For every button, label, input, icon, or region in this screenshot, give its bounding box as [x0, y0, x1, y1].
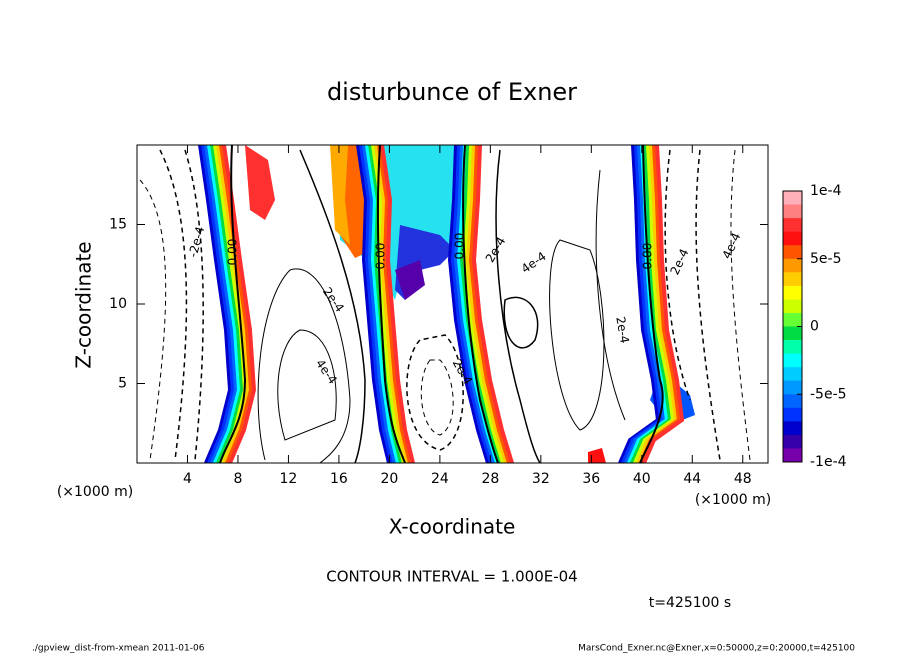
contour-label: 0.00	[226, 239, 240, 266]
contour-label: 2e-4	[320, 285, 347, 315]
colorbar-tick-label: 5e-5	[810, 251, 841, 267]
colorbar-band	[783, 299, 802, 314]
colorbar-band	[783, 204, 802, 219]
front-band	[362, 145, 397, 463]
front-band	[359, 145, 394, 463]
x-tick-label: 20	[380, 471, 398, 487]
front-band	[201, 145, 236, 463]
contour-label: 2e-4	[668, 247, 692, 277]
colorbar-band	[783, 245, 802, 260]
colorbar-band	[783, 353, 802, 368]
front-band	[642, 145, 685, 463]
front-band	[198, 145, 233, 463]
colorbar-band	[783, 191, 802, 206]
y-tick-label: 10	[109, 296, 127, 312]
colorbar-tick-label: 1e-4	[810, 183, 842, 199]
front-band	[377, 145, 412, 463]
contour-label: 0.00	[453, 233, 467, 260]
footer-left: ./gpview_dist-from-xmean 2011-01-06	[32, 644, 205, 654]
time-label: t=425100 s	[649, 595, 731, 611]
x-tick-label: 8	[233, 471, 242, 487]
front-band	[468, 145, 511, 463]
front-band	[219, 145, 254, 463]
front-band	[465, 145, 508, 463]
x-tick-label: 48	[734, 471, 752, 487]
colorbar-band	[783, 394, 802, 409]
footer-right: MarsCond_Exner.nc@Exner,x=0:50000,z=0:20…	[578, 644, 855, 654]
front-band	[453, 145, 496, 463]
front-band	[380, 145, 415, 463]
y-axis-label: Z-coordinate	[72, 241, 96, 368]
front-band	[471, 145, 514, 463]
contour-fronts	[198, 145, 685, 463]
front-band	[371, 145, 406, 463]
front-band	[374, 145, 409, 463]
front-band	[450, 145, 493, 463]
contour-interval: CONTOUR INTERVAL = 1.000E-04	[326, 568, 577, 586]
x-tick-label: 24	[431, 471, 449, 487]
contour-label: 2e-4	[483, 235, 509, 265]
axes: 4 8 12 16 20 24 28 32 36 40 44 48510151e-45e-50-5e-…	[109, 145, 847, 487]
colorbar-band	[783, 285, 802, 300]
colorbar-band	[783, 421, 802, 436]
front-band	[462, 145, 505, 463]
x-tick-label: 36	[582, 471, 600, 487]
y-tick-label: 5	[118, 376, 127, 392]
contour-label: 0.00	[374, 243, 388, 270]
colorbar-tick-label: 0	[810, 319, 819, 335]
colorbar-band	[783, 326, 802, 341]
front-band	[210, 145, 245, 463]
contour-lines	[139, 145, 751, 463]
colorbar-band	[783, 407, 802, 422]
x-tick-label: 40	[633, 471, 651, 487]
colorbar-band	[783, 231, 802, 246]
contour-label: 0.00	[641, 243, 655, 270]
chart-title: disturbunce of Exner	[327, 78, 577, 106]
colorbar-tick-label: -1e-4	[810, 454, 847, 470]
front-band	[447, 145, 490, 463]
front-band	[365, 145, 400, 463]
x-tick-label: 12	[280, 471, 298, 487]
contour-label: 4e-4	[519, 249, 549, 276]
x-tick-label: 28	[481, 471, 499, 487]
contour-label: 2e-4	[613, 315, 631, 344]
colorbar-band	[783, 340, 802, 355]
x-unit: (×1000 m)	[695, 492, 771, 508]
colorbar-band	[783, 380, 802, 395]
colorbar-band	[783, 312, 802, 327]
colorbar-band	[783, 218, 802, 233]
contour-label: -2e-4	[186, 225, 208, 259]
front-band	[356, 145, 391, 463]
x-tick-label: 4	[183, 471, 192, 487]
colorbar-band	[783, 367, 802, 382]
colorbar-tick-label: -5e-5	[810, 386, 847, 402]
colorbar-band	[783, 272, 802, 287]
front-band	[207, 145, 242, 463]
contour-label: 4e-4	[720, 231, 744, 261]
x-tick-label: 32	[532, 471, 550, 487]
colorbar-band	[783, 258, 802, 273]
x-tick-label: 44	[683, 471, 701, 487]
x-axis-label: X-coordinate	[389, 515, 516, 539]
colorbar-band	[783, 434, 802, 449]
x-tick-label: 16	[330, 471, 348, 487]
y-unit: (×1000 m)	[57, 484, 133, 500]
front-band	[216, 145, 251, 463]
colorbar-band	[783, 448, 802, 463]
y-tick-label: 15	[109, 217, 127, 233]
front-band	[204, 145, 239, 463]
